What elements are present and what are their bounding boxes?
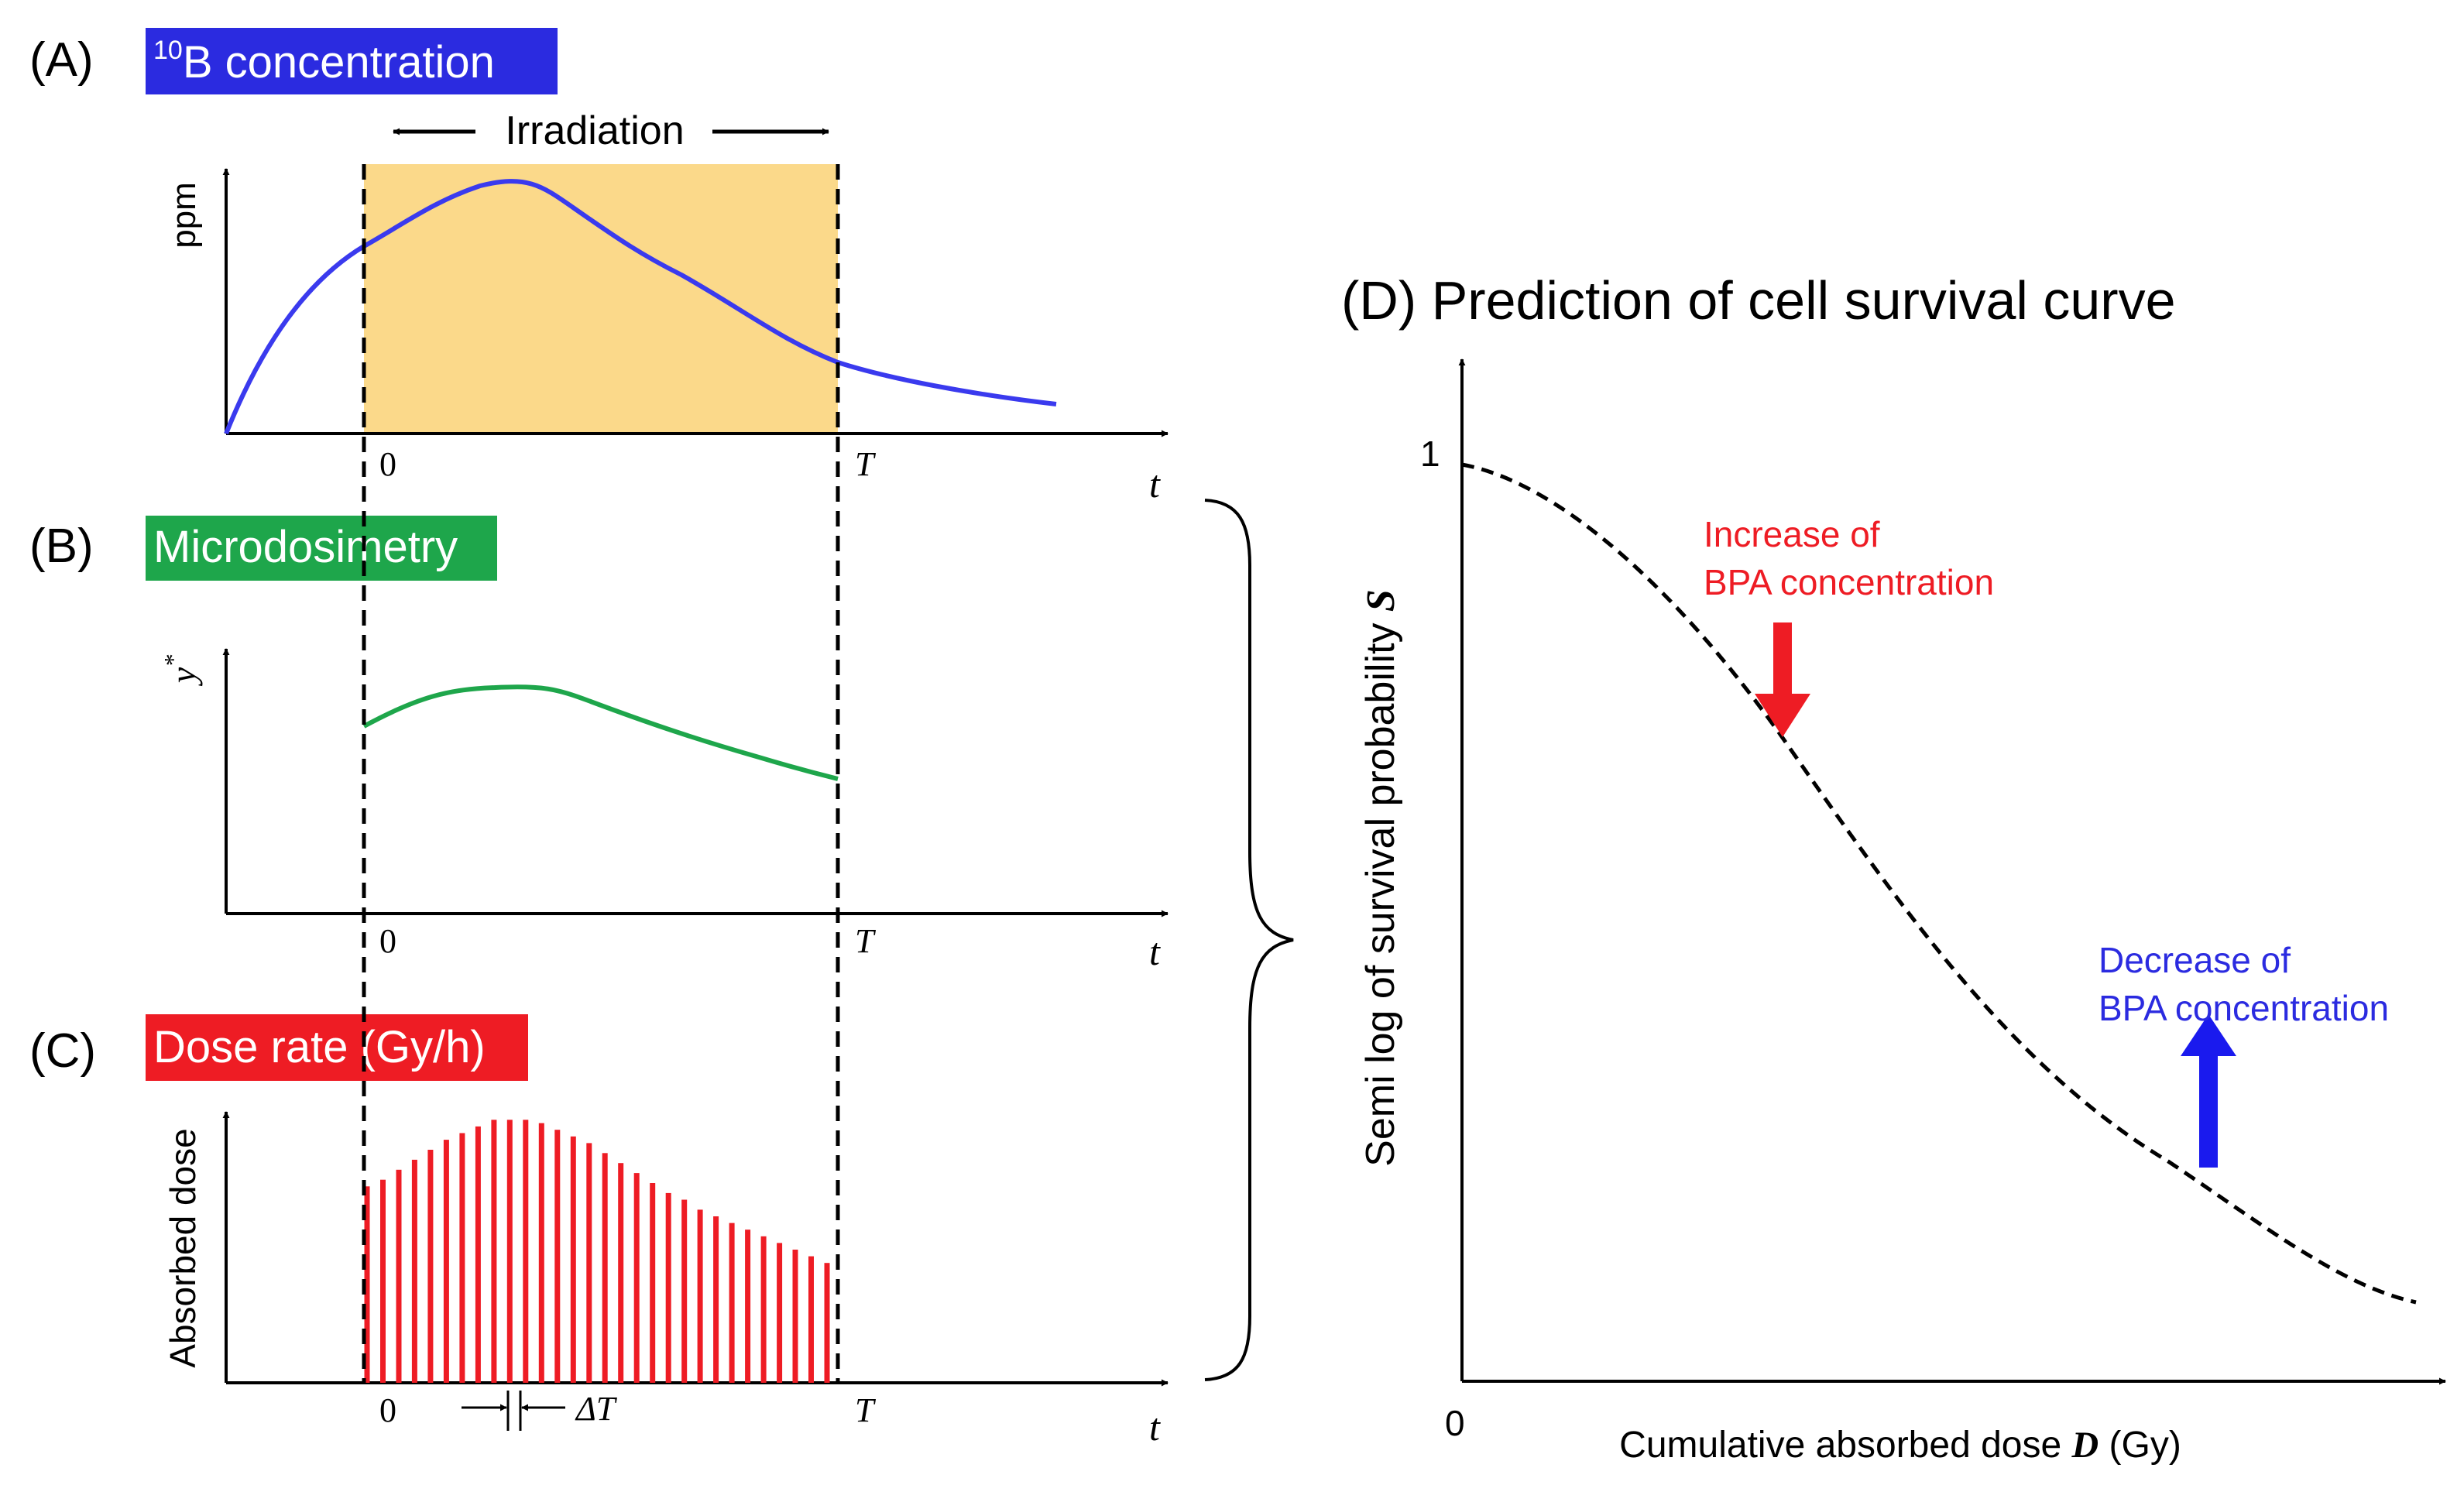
panel-d-xlabel-unit: (Gy) <box>2099 1425 2181 1466</box>
panel-b-title-box <box>146 516 497 581</box>
panel-b-t: t <box>1149 930 1161 973</box>
panel-d-xlabel-var: D <box>2071 1425 2099 1466</box>
dose-bar <box>427 1150 434 1383</box>
panel-a-t: t <box>1149 462 1161 506</box>
panel-b-zero: 0 <box>379 922 396 960</box>
panel-d-ylabel-var: S <box>1359 589 1403 612</box>
panel-b-letter: (B) <box>29 520 94 573</box>
dose-bar <box>808 1256 814 1383</box>
dose-bar <box>586 1143 592 1383</box>
panel-d-xlabel-main: Cumulative absorbed dose <box>1619 1425 2071 1466</box>
dose-bar <box>602 1153 608 1383</box>
irradiation-label: Irradiation <box>505 108 684 153</box>
dose-bar <box>824 1263 830 1383</box>
panel-c-letter: (C) <box>29 1024 96 1078</box>
panel-c-title: Dose rate (Gy/h) <box>153 1022 486 1072</box>
dose-bar <box>538 1123 544 1383</box>
panel-b: (B) Microdosimetry y* 0 T t <box>29 516 1169 973</box>
panel-b-title: Microdosimetry <box>153 522 458 572</box>
panel-d: (D) Prediction of cell survival curve 1 … <box>1341 270 2446 1466</box>
panel-d-xlabel: Cumulative absorbed dose D (Gy) <box>1619 1425 2181 1466</box>
panel-b-T: T <box>855 922 877 960</box>
decrease-label-line2: BPA concentration <box>2099 988 2389 1028</box>
panel-a: (A) 10B concentration Irradiation ppm 0 … <box>29 28 1169 506</box>
panel-c-zero: 0 <box>379 1391 396 1429</box>
decrease-arrow-shaft <box>2199 1055 2218 1168</box>
panel-c-title-box <box>146 1014 528 1081</box>
dose-bar <box>523 1120 529 1383</box>
dose-bar <box>713 1216 719 1383</box>
panel-d-ylabel: Semi log of survival probability S <box>1358 589 1403 1167</box>
dose-bar <box>760 1236 767 1383</box>
increase-arrow-shaft <box>1773 622 1792 695</box>
boron-concentration-curve <box>224 179 1057 435</box>
dose-bar <box>380 1179 386 1383</box>
dose-bar <box>411 1159 417 1383</box>
panel-c-t: t <box>1149 1405 1161 1449</box>
panel-c: (C) Dose rate (Gy/h) Absorbed dose ΔT 0 … <box>29 1014 1169 1449</box>
panel-a-zero: 0 <box>379 445 396 483</box>
dose-bar <box>618 1163 624 1383</box>
dose-bar <box>554 1130 561 1383</box>
panel-a-title: 10B concentration <box>153 36 495 87</box>
dose-bar <box>443 1140 449 1383</box>
dose-bar <box>491 1120 497 1383</box>
dose-rate-bars <box>364 1120 830 1383</box>
panel-c-T: T <box>855 1391 877 1429</box>
panel-b-ylabel-main: y <box>163 667 203 686</box>
panel-c-ylabel: Absorbed dose <box>163 1128 203 1367</box>
panel-d-title: (D) Prediction of cell survival curve <box>1341 270 2176 331</box>
decrease-label-line1: Decrease of <box>2099 940 2291 980</box>
panel-a-title-box <box>146 28 558 94</box>
dose-bar <box>792 1250 798 1383</box>
dose-bar <box>396 1169 402 1383</box>
dose-bar <box>570 1136 576 1383</box>
increase-arrow-head <box>1755 694 1810 737</box>
dose-bar <box>697 1209 703 1383</box>
delta-t-label: ΔT <box>575 1390 618 1428</box>
panel-a-title-sup: 10 <box>153 36 183 65</box>
panel-d-ylabel-main: Semi log of survival probability <box>1358 612 1403 1167</box>
dose-bar <box>745 1229 751 1383</box>
panel-a-ylabel: ppm <box>165 182 203 249</box>
panel-d-tick-zero: 0 <box>1445 1403 1465 1443</box>
panel-a-title-main: B concentration <box>183 37 495 87</box>
irradiation-region <box>364 164 838 435</box>
dose-bar <box>633 1173 640 1383</box>
panel-a-letter: (A) <box>29 33 94 87</box>
panel-b-ylabel: y* <box>159 655 203 686</box>
decrease-arrow-head <box>2181 1014 2236 1056</box>
survival-curve <box>1461 462 2417 1305</box>
increase-label-line2: BPA concentration <box>1704 562 1994 602</box>
dose-bar <box>364 1186 370 1383</box>
dose-bar <box>729 1223 735 1383</box>
increase-label-line1: Increase of <box>1704 514 1880 554</box>
microdosimetry-curve <box>362 684 839 781</box>
panel-d-tick-one: 1 <box>1420 434 1440 474</box>
curly-brace <box>1204 499 1294 1381</box>
dose-bar <box>650 1183 656 1383</box>
dose-bar <box>681 1199 688 1383</box>
panel-b-ylabel-sup: * <box>159 655 187 667</box>
panel-a-T: T <box>855 445 877 483</box>
dose-bar <box>506 1120 513 1383</box>
dose-bar <box>459 1133 465 1383</box>
dose-bar <box>777 1243 783 1383</box>
dose-bar <box>475 1126 481 1383</box>
dose-bar <box>665 1192 671 1383</box>
